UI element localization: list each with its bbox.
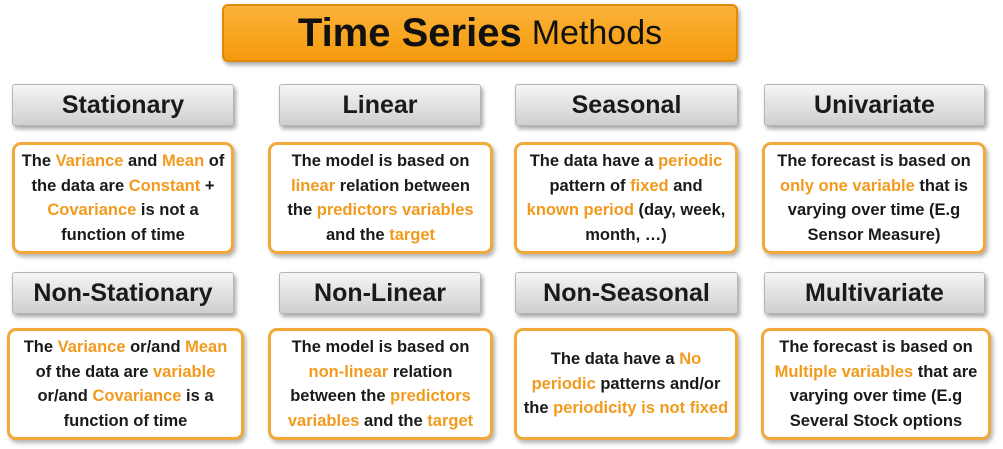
- highlight-term: Multiple variables: [774, 362, 914, 381]
- description-text: The: [23, 338, 58, 356]
- description-text: patterns and/or the: [523, 374, 721, 418]
- header-univariate: Univariate: [764, 84, 985, 126]
- card-linear: The model is based on linear relation be…: [268, 142, 493, 254]
- description-text: The forecast is based on: [777, 152, 971, 170]
- card-description: The model is based on non-linear relatio…: [277, 335, 484, 433]
- highlight-term: predictors variables: [287, 387, 471, 430]
- highlight-term: linear: [291, 176, 336, 195]
- description-text: that are varying over time (E.g Several …: [789, 362, 978, 430]
- card-stationary: The Variance and Mean of the data are Co…: [12, 142, 234, 254]
- card-non-linear: The model is based on non-linear relatio…: [268, 328, 493, 440]
- highlight-term: No periodic: [531, 350, 702, 393]
- description-text: +: [200, 176, 215, 195]
- description-text: of the data are: [35, 362, 153, 381]
- description-text: (day, week, month, …): [585, 201, 726, 244]
- card-non-seasonal: The data have a No periodic patterns and…: [514, 328, 738, 440]
- description-text: The model is based on: [291, 338, 470, 356]
- card-description: The data have a periodic pattern of fixe…: [523, 149, 729, 247]
- card-univariate: The forecast is based on only one variab…: [762, 142, 986, 254]
- title-banner: Time Series Methods: [222, 4, 738, 62]
- description-text: is a function of time: [63, 387, 214, 430]
- title-sub: Methods: [531, 13, 663, 52]
- description-text: and: [668, 176, 703, 195]
- card-description: The model is based on linear relation be…: [277, 149, 484, 247]
- header-linear: Linear: [279, 84, 481, 126]
- card-description: The data have a No periodic patterns and…: [523, 347, 729, 421]
- highlight-term: fixed: [630, 176, 669, 195]
- description-text: relation between the: [287, 176, 470, 220]
- highlight-term: Mean: [185, 338, 228, 356]
- description-text: and the: [325, 225, 390, 244]
- highlight-term: Covariance: [92, 387, 182, 405]
- description-text: is not a function of time: [61, 201, 199, 244]
- description-text: The data have a: [529, 152, 659, 170]
- highlight-term: Constant: [128, 176, 201, 195]
- description-text: of the data are: [31, 152, 225, 195]
- header-multivariate: Multivariate: [764, 272, 985, 314]
- header-seasonal: Seasonal: [515, 84, 738, 126]
- card-description: The Variance and Mean of the data are Co…: [21, 149, 225, 247]
- highlight-term: periodic: [658, 152, 723, 170]
- highlight-term: target: [427, 411, 474, 430]
- header-non-linear: Non-Linear: [279, 272, 481, 314]
- header-non-stationary: Non-Stationary: [12, 272, 234, 314]
- description-text: or/and: [125, 338, 186, 356]
- description-text: The forecast is based on: [779, 338, 973, 356]
- description-text: relation between the: [290, 362, 453, 406]
- card-description: The forecast is based on Multiple variab…: [770, 335, 982, 433]
- title-main: Time Series: [297, 10, 522, 55]
- card-non-stationary: The Variance or/and Mean of the data are…: [7, 328, 244, 440]
- highlight-term: known period: [526, 201, 634, 219]
- card-description: The forecast is based on only one variab…: [771, 149, 977, 247]
- header-stationary: Stationary: [12, 84, 234, 126]
- highlight-term: variable: [153, 362, 216, 381]
- description-text: pattern of: [549, 176, 631, 195]
- description-text: The: [21, 152, 56, 170]
- highlight-term: periodicity is not fixed: [553, 399, 729, 418]
- description-text: or/and: [37, 387, 93, 405]
- card-multivariate: The forecast is based on Multiple variab…: [761, 328, 991, 440]
- description-text: that is varying over time (E.g Sensor Me…: [787, 176, 968, 244]
- description-text: The data have a: [550, 350, 680, 369]
- highlight-term: only one variable: [780, 176, 915, 195]
- highlight-term: Variance: [57, 338, 126, 356]
- highlight-term: target: [389, 225, 436, 244]
- highlight-term: Variance: [55, 152, 124, 170]
- card-description: The Variance or/and Mean of the data are…: [16, 335, 235, 433]
- highlight-term: non-linear: [308, 362, 389, 381]
- header-non-seasonal: Non-Seasonal: [515, 272, 738, 314]
- highlight-term: predictors variables: [316, 201, 474, 219]
- description-text: and: [123, 152, 162, 170]
- description-text: The model is based on: [291, 152, 470, 170]
- highlight-term: Covariance: [47, 201, 137, 219]
- description-text: and the: [359, 411, 428, 430]
- highlight-term: Mean: [161, 152, 205, 170]
- card-seasonal: The data have a periodic pattern of fixe…: [514, 142, 738, 254]
